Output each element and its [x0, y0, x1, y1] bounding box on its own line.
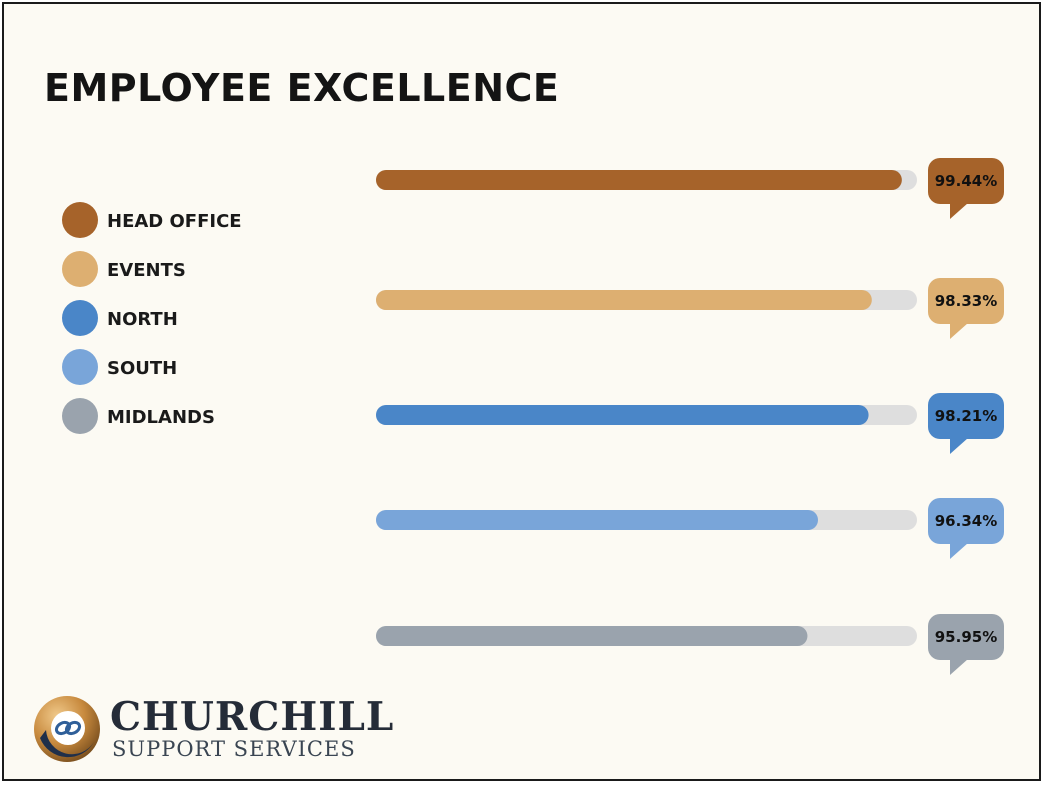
data-label-bubble: [928, 278, 1004, 324]
data-label: 96.34%: [935, 512, 997, 530]
logo-mark-icon: [34, 696, 100, 762]
bar: [376, 405, 869, 425]
data-label-bubble: [928, 393, 1004, 439]
data-label-bubble: [928, 158, 1004, 204]
data-label: 98.21%: [935, 407, 997, 425]
data-label-tail: [950, 323, 968, 339]
legend-label: MIDLANDS: [107, 407, 215, 428]
data-label-tail: [950, 438, 968, 454]
legend-label: HEAD OFFICE: [107, 211, 242, 232]
legend-swatch: [62, 251, 98, 287]
data-label-tail: [950, 203, 968, 219]
data-label-bubble: [928, 614, 1004, 660]
legend-swatch: [62, 300, 98, 336]
legend-swatch: [62, 202, 98, 238]
legend-label: NORTH: [107, 309, 178, 330]
brand-tagline: SUPPORT SERVICES: [112, 737, 356, 761]
bar: [376, 170, 902, 190]
legend-label: EVENTS: [107, 260, 186, 281]
bar: [376, 626, 808, 646]
legend-label: SOUTH: [107, 358, 178, 379]
bar-chart: 99.44% 98.33% 98.21% 96.34% 95.95%: [376, 158, 1004, 675]
data-label: 98.33%: [935, 292, 997, 310]
legend-swatch: [62, 398, 98, 434]
legend-swatch: [62, 349, 98, 385]
bar: [376, 510, 818, 530]
data-label-tail: [950, 543, 968, 559]
chart-title: EMPLOYEE EXCELLENCE: [44, 66, 560, 110]
brand-name: CHURCHILL: [110, 694, 395, 740]
bar: [376, 290, 872, 310]
data-label-bubble: [928, 498, 1004, 544]
data-label-tail: [950, 659, 968, 675]
data-label: 99.44%: [935, 172, 997, 190]
data-label: 95.95%: [935, 628, 997, 646]
